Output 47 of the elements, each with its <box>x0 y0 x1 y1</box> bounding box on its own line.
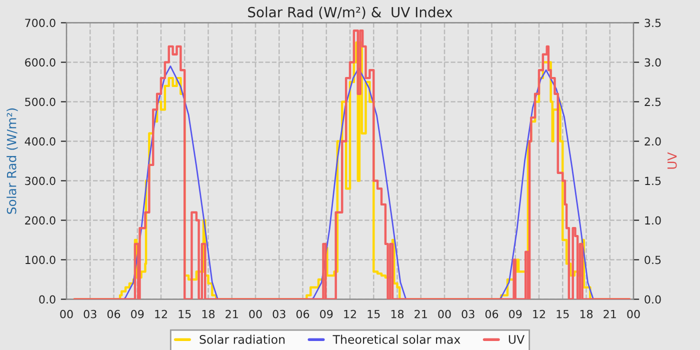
x-tick-label: 21 <box>226 310 238 318</box>
legend-label: UV <box>508 335 525 344</box>
y2-axis-title: UV <box>668 152 677 169</box>
x-tick-label: 15 <box>178 310 191 318</box>
x-tick-label: 03 <box>272 310 286 318</box>
x-tick-label: 09 <box>320 310 333 318</box>
x-tick-label: 00 <box>438 310 451 318</box>
x-tick-label: 15 <box>368 310 380 318</box>
x-tick-label: 15 <box>556 310 569 318</box>
x-tick-label: 12 <box>155 310 167 318</box>
x-tick-label: 03 <box>462 310 474 318</box>
x-tick-label: 00 <box>627 310 640 318</box>
x-tick-label: 06 <box>107 310 120 318</box>
x-tick-label: 21 <box>414 310 427 318</box>
y-tick-label: 100.0 <box>25 256 56 264</box>
y-tick-label: 400.0 <box>24 137 56 146</box>
x-tick-label: 09 <box>509 310 522 318</box>
y-tick-label: 0.0 <box>39 295 56 304</box>
legend-label: Solar radiation <box>200 334 285 344</box>
x-tick-label: 18 <box>391 310 404 318</box>
x-tick-label: 00 <box>60 310 73 318</box>
legend-label: Theoretical solar max <box>332 334 460 344</box>
x-tick-label: 12 <box>533 310 545 318</box>
chart-title: Solar Rad (W/m²) & UV Index <box>248 6 452 20</box>
x-tick-label: 09 <box>131 310 144 318</box>
x-tick-label: 00 <box>249 310 262 318</box>
y2-tick-label: 3.5 <box>644 18 661 28</box>
y-tick-label: 600.0 <box>25 58 56 67</box>
y2-tick-label: 1.0 <box>645 216 661 225</box>
y2-tick-label: 0.5 <box>644 256 661 264</box>
x-tick-label: 12 <box>344 310 356 318</box>
y-tick-label: 300.0 <box>25 176 56 186</box>
x-tick-label: 21 <box>604 310 616 318</box>
y2-tick-label: 1.5 <box>645 176 661 186</box>
y-axis-title: Solar Rad (W/m²) <box>6 108 18 214</box>
y-tick-label: 500.0 <box>25 98 56 106</box>
x-tick-label: 03 <box>84 310 96 318</box>
y-tick-label: 200.0 <box>25 216 56 225</box>
x-tick-label: 18 <box>202 310 215 318</box>
y2-tick-label: 2.5 <box>644 98 661 106</box>
x-tick-label: 06 <box>485 310 498 318</box>
x-tick-label: 06 <box>296 310 310 318</box>
x-tick-label: 18 <box>580 310 593 318</box>
y2-tick-label: 0.0 <box>644 295 661 304</box>
y-tick-label: 700.0 <box>25 18 56 28</box>
y2-tick-label: 3.0 <box>644 58 661 67</box>
y2-tick-label: 2.0 <box>644 137 661 146</box>
